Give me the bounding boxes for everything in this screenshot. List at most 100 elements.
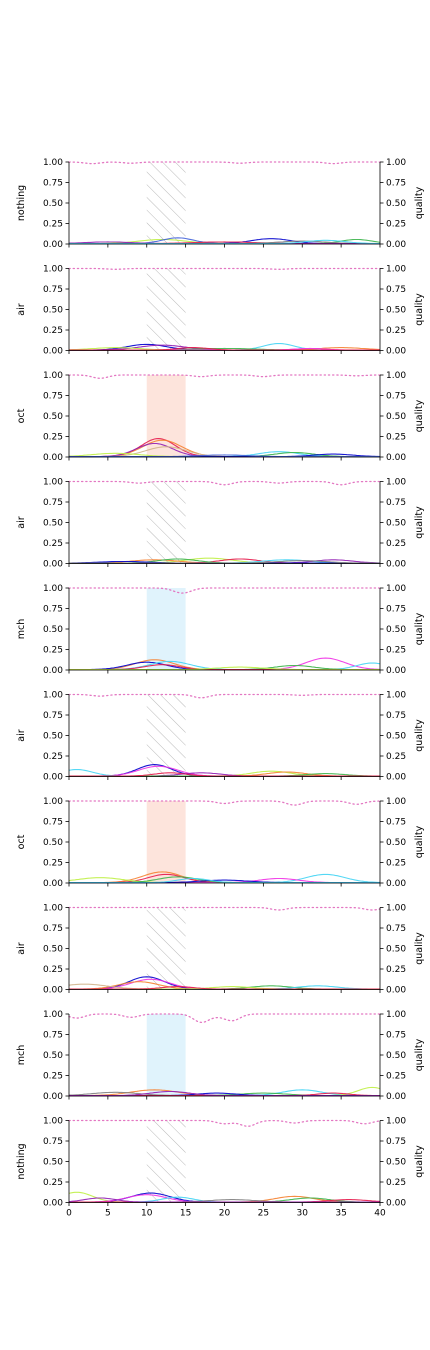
left-tick-label: 0.75: [43, 818, 63, 828]
stimulus-window: [146, 694, 186, 777]
panel-8: 0.00 0.25 0.50 0.75 1.00 0.00 0.25 0.50 0.75 1.00…: [16, 904, 425, 996]
y-axis-label: air: [16, 303, 27, 315]
x-tick-label: 40: [374, 1209, 386, 1219]
right-tick-label: 1.00: [386, 797, 406, 807]
right-tick-label: 0.00: [386, 347, 406, 357]
stimulus-window: [146, 481, 186, 564]
right-tick-label: 0.00: [386, 986, 406, 996]
right-tick-label: 0.75: [386, 605, 406, 615]
right-tick-label: 1.00: [386, 1117, 406, 1127]
left-tick-label: 0.50: [43, 1158, 63, 1168]
right-tick-label: 1.00: [386, 371, 406, 381]
left-tick-label: 0.00: [43, 1092, 63, 1102]
stimulus-window: [146, 375, 186, 457]
panel-7: 0.00 0.25 0.50 0.75 1.00 0.00 0.25 0.50 0.75 1.00…: [16, 797, 425, 889]
panels-group: 0.00 0.25 0.50 0.75 1.00 0.00 0.25 0.50 0.75 1.00…: [16, 158, 425, 1219]
right-tick-label: 0.50: [386, 838, 406, 848]
right-tick-label: 0.50: [386, 1158, 406, 1168]
right-tick-label: 0.25: [386, 433, 406, 443]
quality-axis-label: quality: [414, 719, 425, 752]
quality-axis-label: quality: [414, 186, 425, 219]
right-tick-label: 0.50: [386, 412, 406, 422]
y-axis-label: mch: [16, 1045, 27, 1066]
right-tick-label: 0.25: [386, 752, 406, 762]
left-tick-label: 0.50: [43, 306, 63, 316]
panel-1: 0.00 0.25 0.50 0.75 1.00 0.00 0.25 0.50 0.75 1.00…: [16, 158, 425, 250]
y-axis-label: nothing: [16, 185, 27, 221]
left-tick-label: 0.00: [43, 453, 63, 463]
quality-line: [68, 587, 381, 594]
y-axis-label: nothing: [16, 1143, 27, 1179]
quality-axis-label: quality: [414, 1145, 425, 1178]
panel-10: 0.00 0.25 0.50 0.75 1.00 0.00 0.25 0.50 0.75 1.00…: [16, 1117, 425, 1219]
y-axis-label: oct: [16, 408, 27, 423]
right-tick-label: 0.25: [386, 859, 406, 869]
y-axis-label: oct: [16, 834, 27, 849]
left-tick-label: 1.00: [43, 904, 63, 914]
left-tick-label: 0.75: [43, 285, 63, 295]
y-axis-label: mch: [16, 619, 27, 640]
left-tick-label: 0.75: [43, 605, 63, 615]
right-tick-label: 1.00: [386, 904, 406, 914]
left-tick-label: 1.00: [43, 691, 63, 701]
left-tick-label: 0.75: [43, 498, 63, 508]
left-tick-label: 0.50: [43, 412, 63, 422]
right-tick-label: 0.00: [386, 666, 406, 676]
stimulus-window: [146, 588, 186, 670]
left-tick-label: 0.50: [43, 1051, 63, 1061]
left-tick-label: 0.75: [43, 1031, 63, 1041]
right-tick-label: 1.00: [386, 691, 406, 701]
left-tick-label: 0.00: [43, 773, 63, 783]
y-axis-label: air: [16, 729, 27, 741]
quality-line: [68, 906, 381, 911]
right-tick-label: 0.75: [386, 285, 406, 295]
stimulus-window: [146, 1014, 186, 1096]
right-tick-label: 0.75: [386, 179, 406, 189]
right-tick-label: 0.00: [386, 453, 406, 463]
x-tick-label: 15: [180, 1209, 191, 1219]
right-tick-label: 1.00: [386, 584, 406, 594]
panel-2: 0.00 0.25 0.50 0.75 1.00 0.00 0.25 0.50 0.75 1.00…: [16, 265, 425, 357]
x-tick-label: 10: [141, 1209, 153, 1219]
right-tick-label: 0.50: [386, 199, 406, 209]
right-tick-label: 1.00: [386, 478, 406, 488]
right-tick-label: 0.00: [386, 1092, 406, 1102]
left-tick-label: 1.00: [43, 797, 63, 807]
stimulus-window: [146, 801, 186, 883]
left-tick-label: 0.00: [43, 666, 63, 676]
series-line-1: [69, 871, 380, 884]
quality-axis-label: quality: [414, 506, 425, 539]
left-tick-label: 1.00: [43, 265, 63, 275]
x-tick-label: 5: [105, 1209, 111, 1219]
x-tick-label: 35: [335, 1209, 346, 1219]
left-tick-label: 0.00: [43, 879, 63, 889]
quality-line: [68, 161, 381, 165]
left-tick-label: 1.00: [43, 1010, 63, 1020]
y-axis-label: air: [16, 942, 27, 954]
quality-line: [68, 480, 381, 486]
quality-line: [68, 1119, 381, 1127]
left-tick-label: 0.00: [43, 986, 63, 996]
left-tick-label: 0.25: [43, 220, 63, 230]
right-tick-label: 1.00: [386, 158, 406, 168]
quality-line: [68, 800, 381, 806]
quality-line: [68, 1013, 381, 1024]
right-tick-label: 0.25: [386, 965, 406, 975]
right-tick-label: 1.00: [386, 1010, 406, 1020]
stimulus-window: [146, 907, 186, 990]
left-tick-label: 0.50: [43, 519, 63, 529]
left-tick-label: 1.00: [43, 478, 63, 488]
right-tick-label: 0.75: [386, 818, 406, 828]
right-tick-label: 0.75: [386, 924, 406, 934]
left-tick-label: 1.00: [43, 158, 63, 168]
x-tick-label: 0: [66, 1209, 72, 1219]
left-tick-label: 0.25: [43, 965, 63, 975]
quality-axis-label: quality: [414, 399, 425, 432]
right-tick-label: 0.00: [386, 1199, 406, 1209]
left-tick-label: 0.25: [43, 1178, 63, 1188]
right-tick-label: 0.75: [386, 498, 406, 508]
x-tick-label: 30: [297, 1209, 309, 1219]
left-tick-label: 0.75: [43, 1137, 63, 1147]
left-tick-label: 1.00: [43, 584, 63, 594]
left-tick-label: 0.25: [43, 859, 63, 869]
